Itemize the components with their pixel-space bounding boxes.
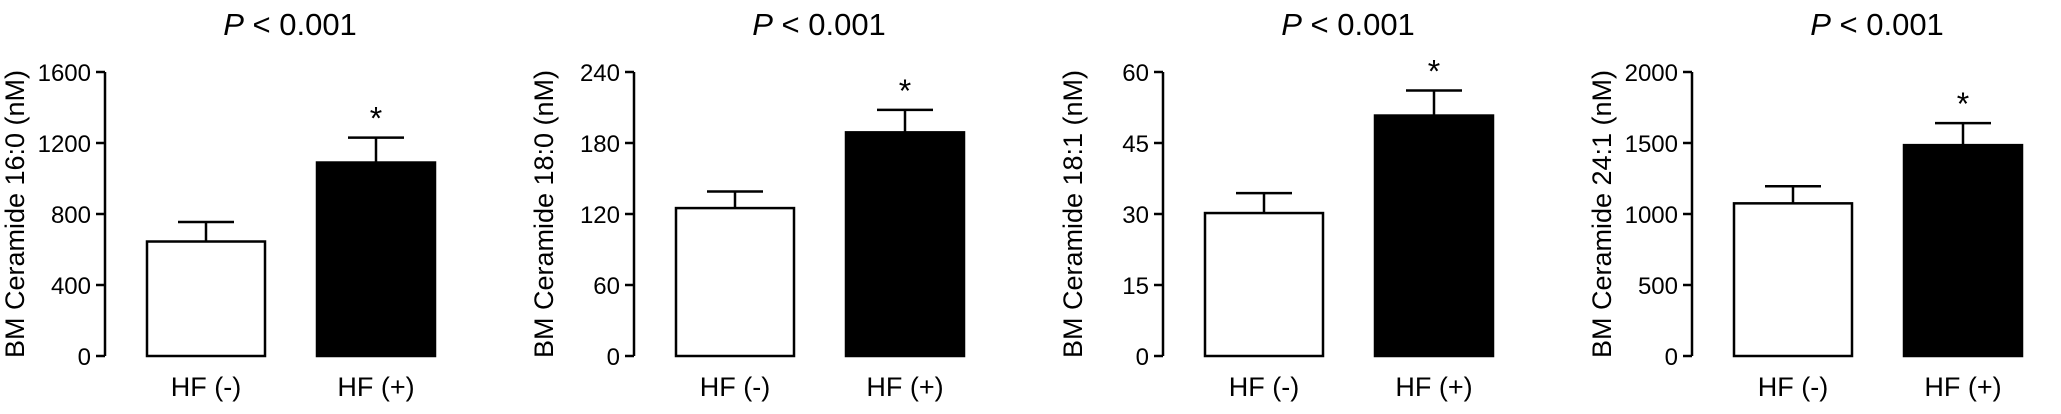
chart-panel-2: P < 0.001 BM Ceramide 18:0 (nM) 0 60 120 180 2… [529,7,966,402]
chart-panel-4: P < 0.001 BM Ceramide 24:1 (nM) 0 500 1000 15… [1587,7,2024,402]
y-tick-label: 180 [580,131,620,158]
bar-2 [315,161,437,358]
y-tick-label: 500 [1638,273,1678,300]
y-tick-label: 240 [580,60,620,87]
y-tick-label: 800 [51,202,91,229]
y-tick-label: 15 [1122,273,1149,300]
chart-title: P < 0.001 [1810,7,1944,42]
chart-title-value: < 0.001 [1831,7,1944,42]
y-axis-label: BM Ceramide 18:0 (nM) [529,70,559,358]
chart-title: P < 0.001 [223,7,357,42]
x-category-label: HF (-) [1229,372,1299,402]
x-category-label: HF (-) [171,372,241,402]
x-category-label: HF (-) [700,372,770,402]
y-tick-label: 60 [1122,60,1149,87]
x-category-label: HF (-) [1758,372,1828,402]
chart-title-value: < 0.001 [244,7,357,42]
chart-title: P < 0.001 [1281,7,1415,42]
x-category-label: HF (+) [866,372,943,402]
significance-marker: * [1957,86,1969,122]
x-category-label: HF (+) [337,372,414,402]
y-tick-label: 1600 [38,60,91,87]
y-axis-label: BM Ceramide 16:0 (nM) [0,70,30,358]
chart-title-p: P [1281,7,1302,42]
chart-title-value: < 0.001 [1302,7,1415,42]
y-tick-label: 45 [1122,131,1149,158]
y-tick-label: 120 [580,202,620,229]
bar-1 [145,240,267,358]
bar-1 [1203,211,1325,358]
chart-panel-3: P < 0.001 BM Ceramide 18:1 (nM) 0 15 30 45 60 H… [1058,7,1495,402]
y-tick-label: 1000 [1625,202,1678,229]
y-tick-label: 1500 [1625,131,1678,158]
bar-1 [674,206,796,358]
y-tick-label: 0 [607,344,620,371]
chart-title-p: P [752,7,773,42]
significance-marker: * [899,73,911,109]
bar-2 [1373,114,1495,358]
y-tick-label: 30 [1122,202,1149,229]
y-tick-label: 400 [51,273,91,300]
chart-title-p: P [223,7,244,42]
y-axis-label: BM Ceramide 24:1 (nM) [1587,70,1617,358]
significance-marker: * [1428,53,1440,89]
y-tick-label: 2000 [1625,60,1678,87]
y-tick-label: 60 [593,273,620,300]
bar-1 [1732,202,1854,358]
chart-title-value: < 0.001 [773,7,886,42]
y-tick-label: 1200 [38,131,91,158]
bar-2 [1902,143,2024,358]
y-tick-label: 0 [1136,344,1149,371]
y-tick-label: 0 [1665,344,1678,371]
chart-title: P < 0.001 [752,7,886,42]
y-tick-label: 0 [78,344,91,371]
bar-2 [844,131,966,358]
x-category-label: HF (+) [1395,372,1472,402]
chart-panel-1: P < 0.001 BM Ceramide 16:0 (nM) 0 400 800 120… [0,7,437,402]
chart-title-p: P [1810,7,1831,42]
y-axis-label: BM Ceramide 18:1 (nM) [1058,70,1088,358]
significance-marker: * [370,101,382,137]
x-category-label: HF (+) [1924,372,2001,402]
